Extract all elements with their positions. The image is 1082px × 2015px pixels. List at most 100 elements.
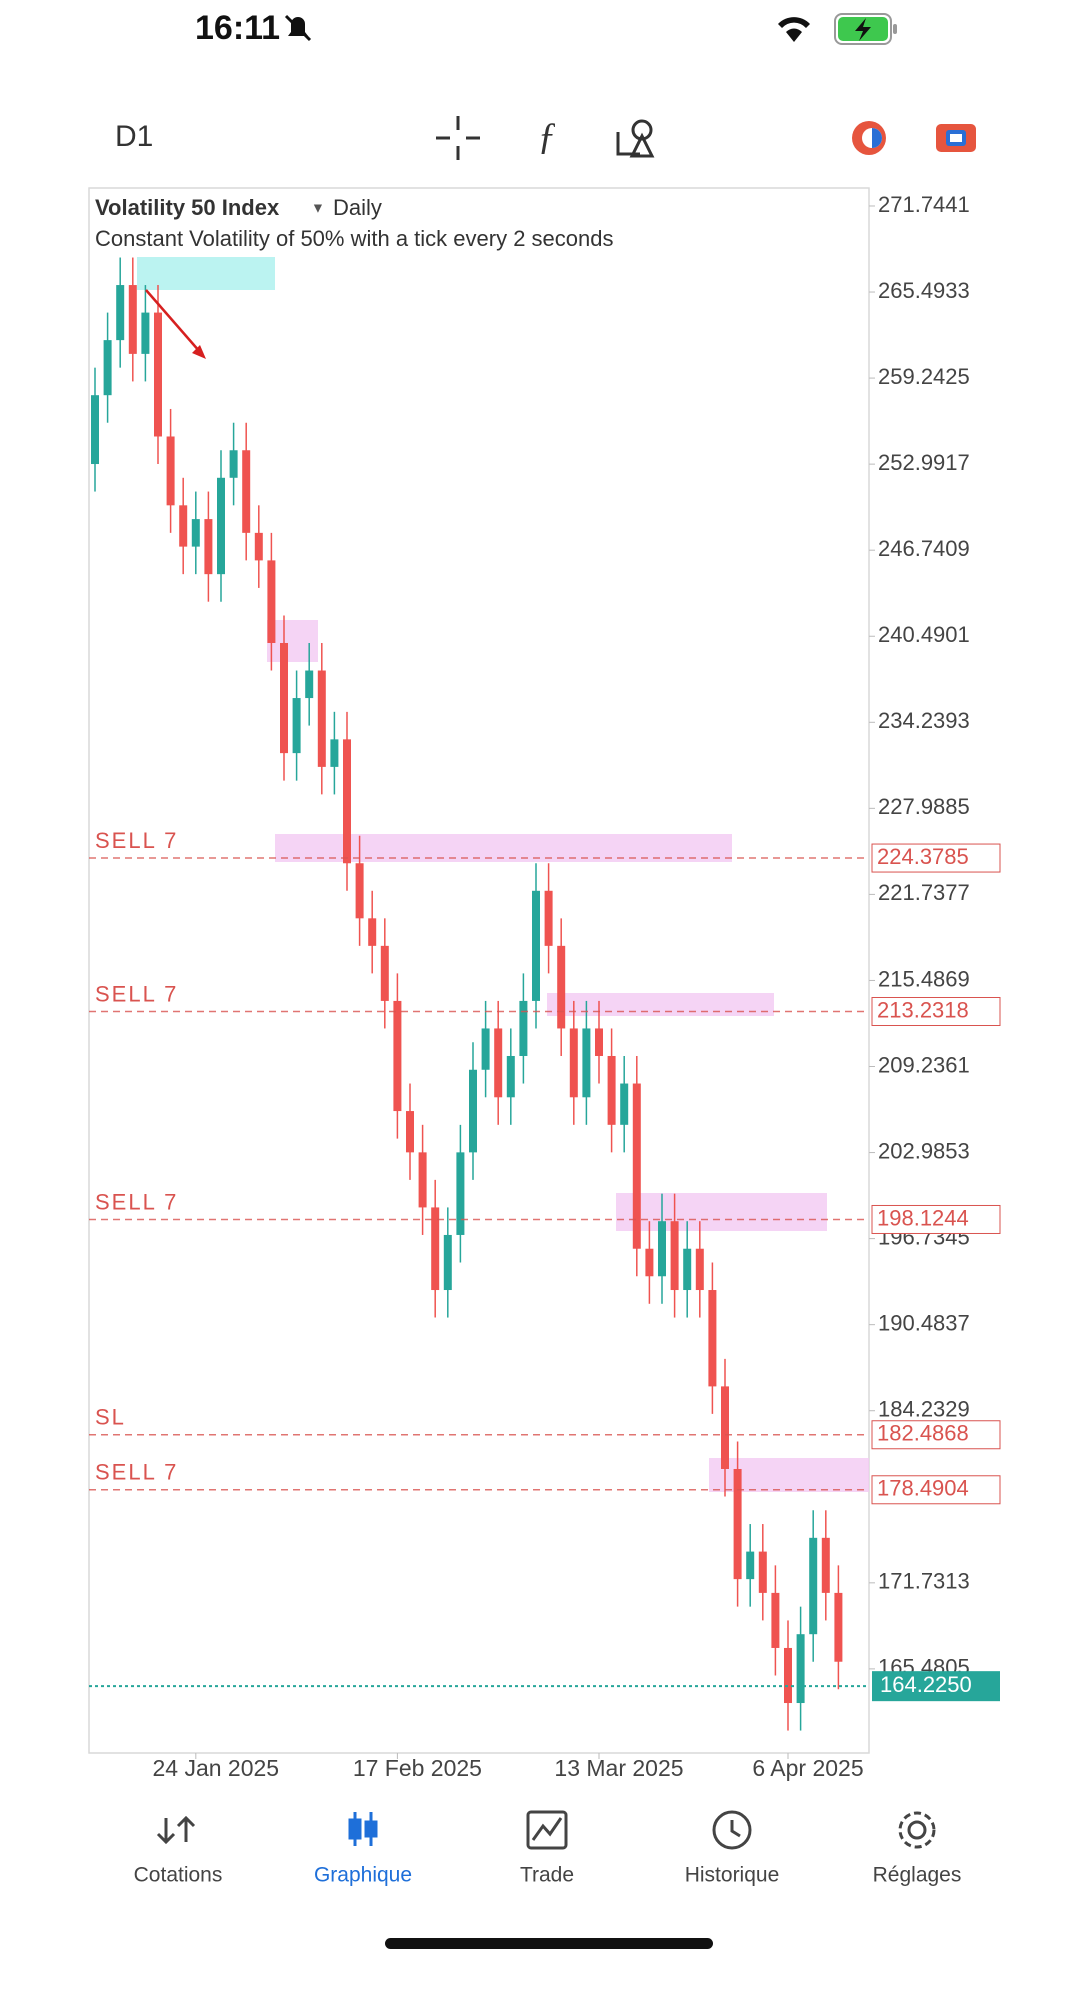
chart [91,257,869,1731]
candle-body [280,642,288,754]
crosshair-button[interactable] [436,116,480,160]
candle-body [834,1592,843,1662]
status-time: 16:11 [195,9,280,47]
y-tick-label: 240.4901 [878,622,970,647]
candle-body [821,1537,830,1593]
candle-body [91,395,99,465]
objects-button[interactable] [616,119,655,158]
nav-label[interactable]: Historique [685,1864,780,1887]
candle-body [393,1000,402,1112]
level-tag-label: 224.3785 [877,844,969,869]
mute-icon [284,14,312,42]
dropdown-arrow[interactable]: ▼ [311,200,325,216]
chart-frame [88,187,870,1754]
y-tick-label: 259.2425 [878,364,970,389]
zone [709,1458,869,1492]
candle-body [179,505,188,547]
candle-body [317,670,326,767]
candle-body [809,1537,818,1635]
candle-body [758,1551,767,1593]
annotation-arrow [145,289,201,353]
zone [616,1193,827,1231]
candle-body [292,698,301,754]
y-tick-label: 271.7441 [878,192,970,217]
nav-label[interactable]: Trade [520,1864,574,1887]
candle-body [519,1000,528,1056]
trade-button[interactable] [936,124,976,152]
candle-body [721,1386,729,1469]
candle-body [645,1248,654,1277]
battery-icon [834,13,897,45]
candle-body [330,739,339,767]
candle-body [695,1248,704,1291]
candle-body [658,1221,666,1277]
candle-body [771,1592,780,1648]
candle-body [443,1234,452,1291]
candle-body [380,945,389,1001]
candle-body [481,1028,490,1070]
last-price-label: 164.2250 [880,1672,972,1697]
level-tag [871,1420,1001,1450]
candle-body [242,450,251,533]
y-tick-label: 171.7313 [878,1569,970,1594]
candle-body [418,1152,427,1208]
candle-body [456,1152,465,1235]
bottom-nav: Cotations Graphique Trade Historique Réglage… [134,1864,962,1887]
zone [547,993,774,1016]
nav-label[interactable]: Graphique [314,1864,412,1887]
y-tick-label: 184.2329 [878,1397,970,1422]
level-tag-label: 198.1244 [877,1205,969,1230]
nav-icons [156,1810,936,1850]
candle-body [569,1028,578,1098]
account-button[interactable] [852,121,886,155]
candle-body [796,1634,805,1704]
candle-body [607,1055,616,1125]
candle-body [494,1028,503,1098]
candle-body [103,340,112,396]
home-indicator [385,1938,713,1949]
candle-body [368,918,377,946]
candle-body [595,1028,603,1056]
wifi-icon [778,17,810,42]
chart-period: Daily [333,195,382,220]
timeframe-button[interactable]: D1 [115,120,153,153]
x-tick-label: 17 Feb 2025 [353,1755,482,1781]
level-tag [871,1475,1001,1505]
y-tick-label: 202.9853 [878,1138,970,1163]
y-tick-label: 221.7377 [878,880,970,905]
candle-body [116,285,125,341]
candle-body [267,560,276,643]
candle-body [128,285,137,354]
level-tag [871,997,1001,1026]
candle-body [632,1083,641,1249]
candle-body [217,477,225,575]
candle-body [544,890,553,946]
candle-body [746,1551,755,1580]
candle-body [141,312,150,354]
candle-body [620,1083,629,1125]
y-tick-label: 252.9917 [878,450,970,475]
nav-label[interactable]: Réglages [873,1864,962,1887]
candle-body [532,890,540,1001]
candle-body [506,1055,515,1098]
chart-subtitle: Constant Volatility of 50% with a tick e… [95,226,613,251]
level-label: SELL 7 [95,828,178,853]
zone [137,257,275,290]
candle-body [166,436,175,506]
candle-body [343,739,351,864]
level-tag [871,1204,1001,1234]
x-tick-label: 6 Apr 2025 [752,1755,863,1781]
nav-label[interactable]: Cotations [134,1864,223,1887]
candle-body [670,1221,679,1291]
level-tag-label: 213.2318 [877,997,969,1022]
y-tick-label: 209.2361 [878,1052,970,1077]
level-tag [871,843,1001,873]
candle-body [305,670,314,699]
candle-body [254,532,263,561]
candle-body [406,1111,414,1153]
y-tick-label: 190.4837 [878,1310,970,1335]
x-tick-label: 24 Jan 2025 [152,1755,279,1781]
indicators-button[interactable]: ƒ [538,116,557,158]
last-price-tag [872,1671,1000,1702]
